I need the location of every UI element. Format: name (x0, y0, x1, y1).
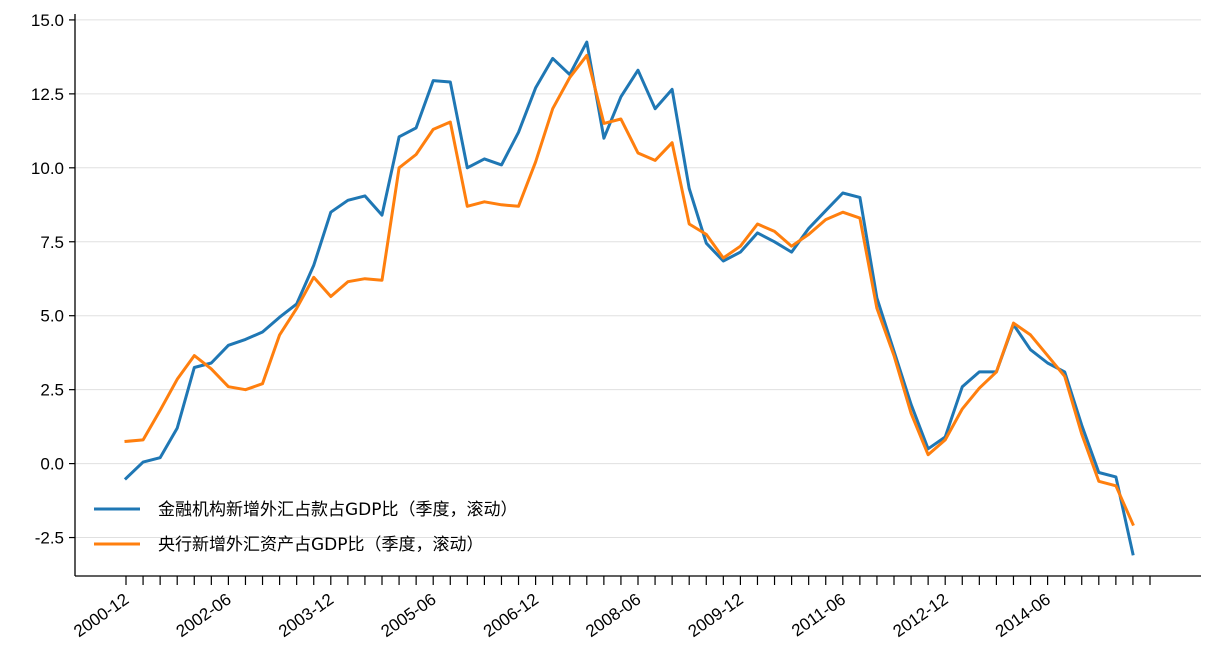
x-tick-label: 2014-06 (992, 590, 1054, 641)
x-tick-label: 2012-12 (889, 590, 951, 641)
x-ticks: 2000-12 2002-06 2003-12 2005-06 2006-12 2008-… (70, 576, 1151, 641)
x-tick-label: 2009-12 (685, 590, 747, 641)
y-tick-label: -2.5 (35, 529, 64, 548)
series-line-central-bank (124, 53, 1135, 527)
series-line-financial-institutions (123, 40, 1135, 556)
x-tick-label: 2005-06 (377, 590, 439, 641)
x-tick-label: 2002-06 (173, 590, 235, 641)
y-tick-label: 10.0 (31, 159, 64, 178)
grid (75, 19, 1201, 539)
legend-label-central-bank: 央行新增外汇资产占GDP比（季度，滚动） (158, 535, 484, 555)
y-tick-label: 7.5 (40, 233, 64, 252)
x-tick-label: 2008-06 (582, 590, 644, 641)
y-ticks: -2.5 0.0 2.5 5.0 7.5 10.0 12.5 15.0 (31, 11, 75, 548)
y-tick-label: 12.5 (31, 85, 64, 104)
y-tick-label: 5.0 (40, 307, 64, 326)
legend: 金融机构新增外汇占款占GDP比（季度，滚动） 央行新增外汇资产占GDP比（季度，… (94, 500, 518, 555)
y-tick-label: 2.5 (40, 381, 64, 400)
legend-label-financial-institutions: 金融机构新增外汇占款占GDP比（季度，滚动） (158, 500, 518, 520)
y-tick-label: 15.0 (31, 11, 64, 30)
x-tick-label: 2006-12 (480, 590, 542, 641)
x-tick-label: 2003-12 (275, 590, 337, 641)
series-layer (123, 40, 1135, 556)
x-tick-label: 2000-12 (70, 590, 132, 641)
y-tick-label: 0.0 (40, 455, 64, 474)
x-tick-label: 2011-06 (788, 590, 849, 641)
axes (74, 14, 1201, 577)
